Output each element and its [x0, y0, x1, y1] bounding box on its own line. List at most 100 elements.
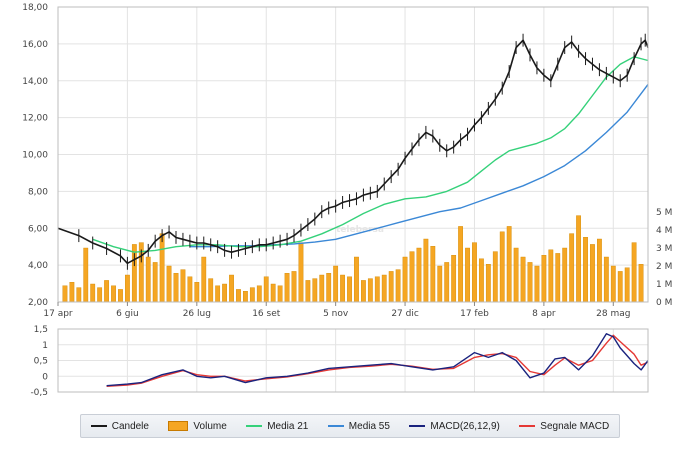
chart-legend: Candele Volume Media 21 Media 55 MACD(26,12,… [80, 414, 620, 438]
volume-bar [395, 269, 401, 303]
legend-label: Media 55 [348, 420, 390, 432]
volume-bar [465, 247, 470, 303]
x-tick-label: 27 dic [391, 309, 419, 319]
volume-bar [159, 233, 165, 303]
volume-bar [437, 265, 443, 303]
volume-bar [492, 251, 498, 303]
price-y-tick-label: 18,00 [22, 3, 48, 13]
volume-y-tick-label: 2 M [656, 262, 672, 272]
volume-bar [229, 274, 234, 303]
volume-bar [263, 276, 269, 303]
volume-bar [617, 271, 623, 303]
x-tick-label: 17 feb [460, 309, 489, 319]
volume-y-tick-label: 5 M [656, 208, 672, 218]
volume-bar [201, 256, 207, 303]
macd-gridlines [57, 328, 648, 393]
volume-bar [111, 285, 116, 303]
price-series-lines [57, 33, 649, 270]
volume-bar [180, 269, 186, 303]
volume-bar [236, 289, 241, 303]
x-tick-label: 8 apr [532, 309, 556, 319]
volume-bar [590, 244, 595, 303]
volume-bar [555, 253, 561, 303]
volume-bars [62, 215, 644, 303]
volume-bar [409, 251, 415, 303]
volume-bar [479, 258, 484, 303]
volume-y-tick-label: 1 M [656, 280, 672, 290]
price-y-tick-label: 4,00 [28, 261, 48, 271]
volume-bar [485, 264, 491, 303]
macd-plot-frame [57, 328, 649, 393]
volume-bar [624, 267, 630, 303]
price-y-tick-label: 8,00 [28, 187, 48, 197]
price-plot-frame [57, 6, 649, 303]
volume-bar [145, 256, 151, 303]
volume-bar [416, 247, 422, 303]
ma21-line-icon [246, 425, 263, 427]
volume-bar [430, 245, 436, 303]
volume-bar [603, 256, 609, 303]
price-y-tick-label: 10,00 [22, 151, 48, 161]
price-y-tick-label: 6,00 [28, 224, 48, 234]
legend-label: Media 21 [267, 420, 309, 432]
volume-bar [208, 278, 214, 303]
volume-bar [381, 274, 387, 303]
legend-label: Segnale MACD [540, 420, 610, 432]
volume-bar [83, 247, 89, 303]
macd-line-icon [409, 425, 426, 427]
x-tick-label: 6 giu [116, 309, 139, 319]
volume-bar [131, 244, 137, 303]
volume-bar [194, 282, 200, 303]
volume-y-tick-label: 3 M [656, 244, 672, 254]
volume-bar [423, 238, 429, 303]
volume-bar [125, 274, 130, 303]
volume-bar [374, 276, 380, 303]
volume-bar [270, 283, 276, 303]
volume-bar [402, 256, 408, 303]
volume-bar [97, 287, 103, 303]
macd-series-lines [106, 333, 649, 387]
volume-bar [631, 242, 637, 303]
volume-bar [222, 283, 227, 303]
x-tick-label: 17 apr [43, 309, 73, 319]
macd-y-tick-label: 1 [42, 341, 48, 351]
volume-bar [472, 242, 477, 303]
legend-item: Volume [168, 421, 227, 432]
x-tick-label: 16 set [252, 309, 281, 319]
volume-bar [527, 262, 533, 303]
macd-y-tick-label: 0,5 [34, 357, 48, 367]
macd-y-tick-label: 1,5 [34, 325, 48, 335]
price-y-tick-label: 14,00 [22, 77, 48, 87]
volume-bar [215, 285, 221, 303]
volume-bar [451, 254, 457, 303]
volume-bar [298, 242, 304, 303]
volume-bar [458, 226, 463, 303]
volume-y-tick-label: 4 M [656, 226, 672, 236]
volume-bar [118, 289, 123, 303]
volume-bar [284, 273, 290, 303]
price-y-tick-label: 2,00 [28, 298, 48, 308]
signal-line-icon [519, 425, 536, 427]
watermark-logo: telebersa [336, 225, 384, 235]
volume-bar [354, 256, 359, 303]
volume-bar [173, 273, 179, 303]
price-y-tick-label: 12,00 [22, 114, 48, 124]
volume-bar [548, 249, 554, 303]
x-tick-label: 5 nov [323, 309, 349, 319]
volume-bar [610, 265, 616, 303]
volume-bar [444, 262, 450, 303]
volume-bar [319, 274, 325, 303]
volume-bar [562, 247, 568, 303]
volume-bar [576, 215, 581, 303]
volume-y-tick-label: 0 M [656, 298, 672, 308]
volume-bar [166, 265, 172, 303]
volume-bar [256, 285, 262, 303]
volume-box-icon [168, 421, 189, 431]
volume-bar [638, 264, 644, 303]
volume-bar [583, 236, 588, 303]
volume-bar [506, 226, 512, 303]
legend-item: Segnale MACD [519, 421, 609, 432]
x-tick-label: 28 mag [596, 309, 630, 319]
legend-item: Media 55 [327, 420, 390, 432]
